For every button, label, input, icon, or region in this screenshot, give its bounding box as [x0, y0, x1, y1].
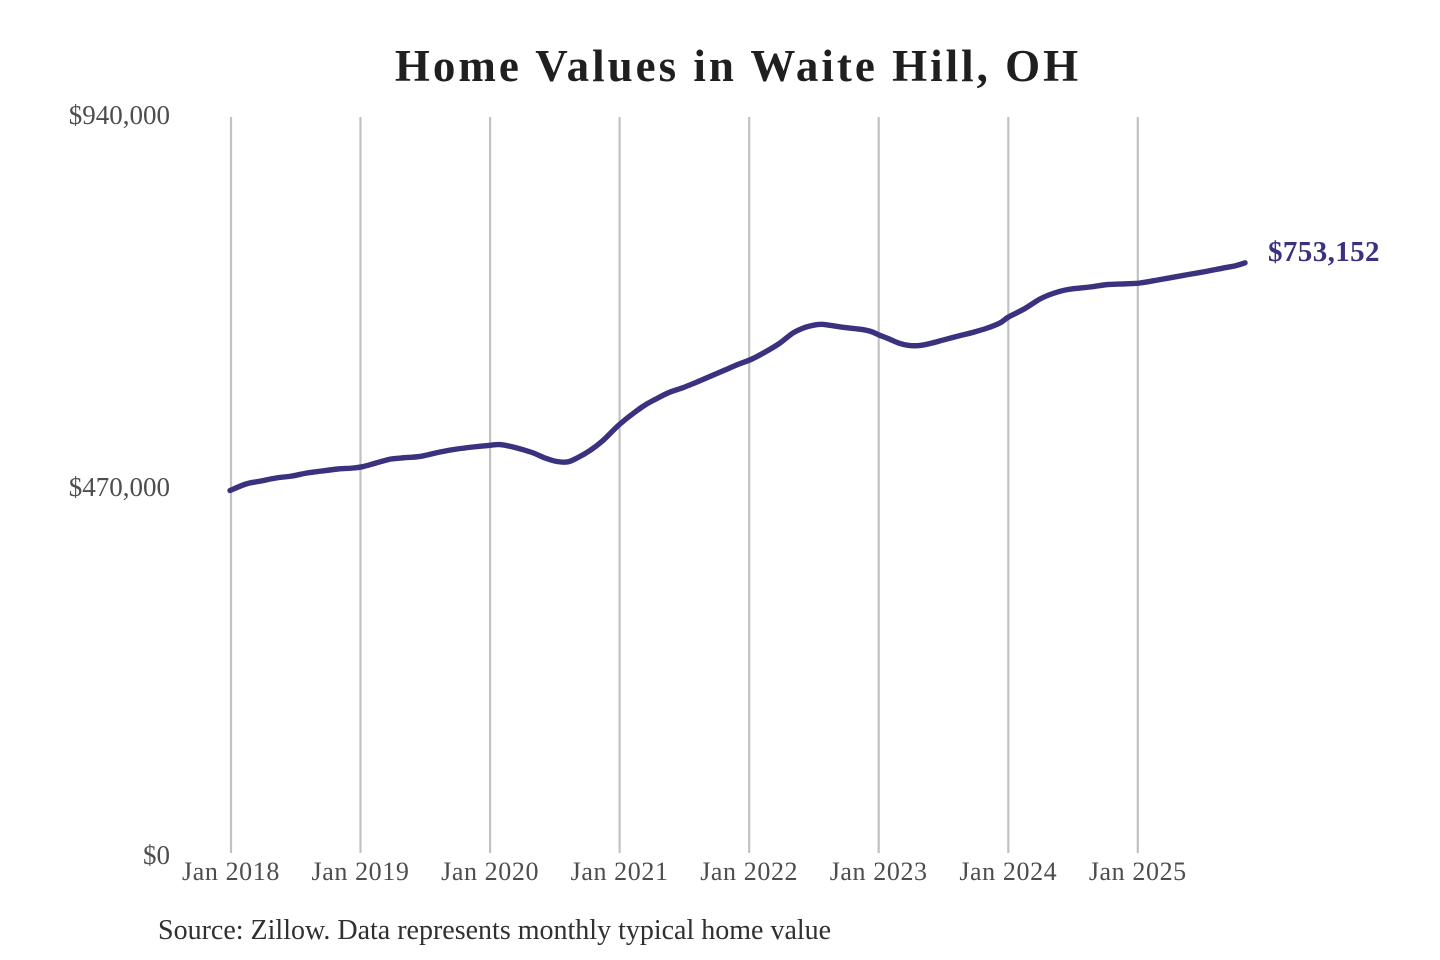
- svg-text:Jan 2022: Jan 2022: [700, 857, 798, 886]
- svg-text:Jan 2020: Jan 2020: [441, 857, 539, 886]
- svg-text:Jan 2025: Jan 2025: [1089, 857, 1187, 886]
- svg-text:Jan 2019: Jan 2019: [312, 857, 410, 886]
- svg-text:Jan 2024: Jan 2024: [959, 857, 1057, 886]
- svg-text:$753,152: $753,152: [1268, 236, 1380, 268]
- svg-text:$940,000: $940,000: [69, 100, 170, 130]
- svg-text:Jan 2023: Jan 2023: [830, 857, 928, 886]
- svg-text:Home Values in Waite Hill, OH: Home Values in Waite Hill, OH: [395, 41, 1081, 91]
- svg-text:Jan 2018: Jan 2018: [182, 857, 280, 886]
- svg-text:Source: Zillow. Data represent: Source: Zillow. Data represents monthly …: [158, 915, 831, 946]
- svg-text:Jan 2021: Jan 2021: [571, 857, 669, 886]
- svg-text:$470,000: $470,000: [69, 472, 170, 502]
- svg-text:$0: $0: [143, 840, 170, 870]
